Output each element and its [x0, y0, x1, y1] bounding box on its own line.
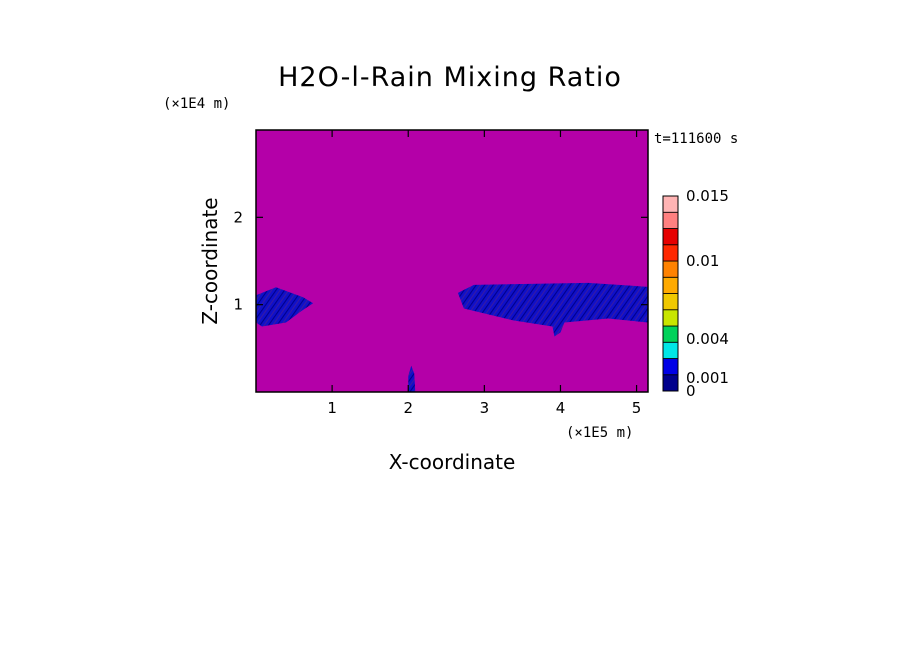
colorbar-swatch: [662, 325, 679, 343]
feature-right-band: [457, 282, 648, 337]
y-tick-label: 2: [233, 208, 243, 226]
y-axis-ticks: 12: [233, 208, 648, 314]
y-axis-label: Z-coordinate: [198, 197, 222, 324]
colorbar-label: 0: [686, 382, 696, 400]
x-tick-label: 3: [480, 399, 490, 417]
colorbar-swatch: [662, 293, 679, 311]
colorbar-swatch: [662, 358, 679, 376]
feature-left-band: [256, 287, 314, 327]
colorbar-swatch: [662, 309, 679, 327]
chart-title: H2O-l-Rain Mixing Ratio: [278, 62, 622, 93]
x-tick-label: 2: [403, 399, 413, 417]
x-tick-label: 4: [556, 399, 566, 417]
colorbar-swatch: [662, 244, 679, 262]
colorbar-swatch: [662, 260, 679, 278]
colorbar-swatch: [662, 228, 679, 246]
x-axis-label: X-coordinate: [389, 450, 516, 474]
colorbar-label: 0.015: [686, 187, 729, 205]
plot-background: [256, 130, 648, 392]
x-axis-ticks: 1 2 3 4 5: [327, 130, 641, 417]
colorbar-swatch: [662, 341, 679, 359]
plot-area: [255, 129, 649, 393]
x-tick-label: 1: [327, 399, 337, 417]
colorbar-frame: [662, 195, 679, 392]
colorbar-label: 0.001: [686, 369, 729, 387]
colorbar-label: 0.004: [686, 330, 729, 348]
colorbar: [662, 195, 679, 392]
colorbar-swatch: [662, 374, 679, 392]
time-label: t=111600 s: [654, 131, 738, 147]
y-scale-label: (×1E4 m): [163, 96, 230, 112]
colorbar-swatch: [662, 211, 679, 229]
colorbar-swatch: [662, 195, 679, 213]
x-scale-label: (×1E5 m): [566, 425, 633, 441]
colorbar-label: 0.01: [686, 252, 719, 270]
feature-spike: [408, 365, 416, 392]
x-tick-label: 5: [632, 399, 642, 417]
y-tick-label: 1: [233, 296, 243, 314]
plot-frame: [255, 129, 649, 393]
rain-features: [256, 282, 648, 392]
colorbar-swatch: [662, 276, 679, 294]
